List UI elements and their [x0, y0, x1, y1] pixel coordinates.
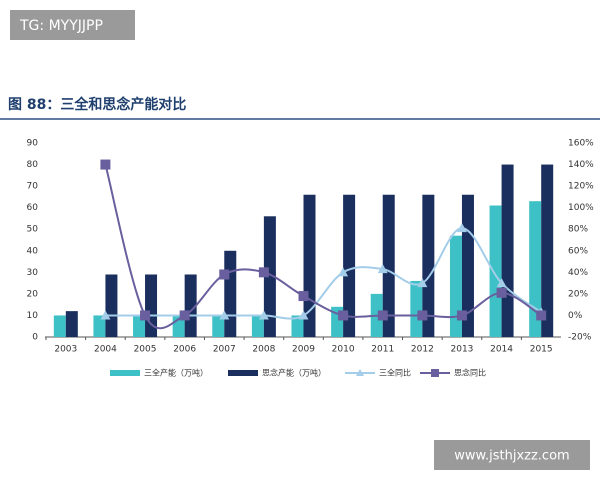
bar: [422, 194, 435, 337]
marker: [338, 310, 349, 321]
chart-title: 图 88：三全和思念产能对比: [8, 96, 186, 113]
y-tick-label: 70: [27, 182, 39, 192]
x-tick-label: 2006: [173, 345, 196, 355]
marker: [417, 310, 428, 321]
bar: [263, 216, 276, 337]
bar: [489, 205, 502, 337]
y-tick-label: 90: [27, 139, 39, 149]
y2-tick-label: 20%: [568, 289, 588, 299]
x-tick-label: 2010: [332, 345, 355, 355]
bar: [212, 315, 225, 337]
line: [105, 227, 542, 320]
marker: [456, 223, 467, 233]
bar: [105, 274, 118, 337]
y2-tick-label: 120%: [568, 182, 594, 192]
marker: [496, 278, 507, 288]
marker: [258, 267, 269, 278]
x-tick-label: 2013: [451, 345, 474, 355]
x-tick-label: 2012: [411, 345, 434, 355]
y2-tick-label: 80%: [568, 225, 588, 235]
y2-tick-label: 160%: [568, 139, 594, 149]
marker: [179, 310, 190, 321]
y-tick-label: 50: [27, 225, 39, 235]
x-tick-label: 2015: [530, 345, 553, 355]
marker: [338, 267, 349, 277]
bar: [93, 315, 106, 337]
marker: [417, 278, 428, 288]
marker: [100, 310, 111, 320]
marker: [258, 310, 269, 320]
x-tick-label: 2005: [134, 345, 157, 355]
bar: [53, 315, 66, 337]
bar: [541, 164, 554, 337]
marker: [298, 291, 309, 302]
legend-swatch: [110, 370, 140, 376]
marker: [298, 310, 309, 320]
bar: [133, 315, 146, 337]
x-tick-label: 2003: [54, 345, 77, 355]
x-tick-label: 2007: [213, 345, 236, 355]
y-tick-label: 60: [27, 203, 39, 213]
legend-label: 三全产能（万吨）: [144, 368, 208, 378]
legend-label: 思念产能（万吨）: [262, 368, 326, 378]
watermark: TG: MYYJJPP: [19, 18, 103, 34]
marker: [377, 264, 388, 274]
x-tick-label: 2014: [490, 345, 513, 355]
marker: [456, 310, 467, 321]
y-tick-label: 30: [27, 268, 39, 278]
y2-tick-label: 100%: [568, 203, 594, 213]
legend-label: 三全同比: [379, 368, 411, 378]
y2-tick-label: 0%: [568, 311, 583, 321]
bar: [382, 194, 395, 337]
y2-tick-label: 40%: [568, 268, 588, 278]
marker: [100, 159, 111, 170]
y2-tick-label: 60%: [568, 246, 588, 256]
y-tick-label: 40: [27, 246, 39, 256]
y-tick-label: 80: [27, 160, 39, 170]
bar: [65, 311, 78, 337]
marker: [219, 310, 230, 320]
bar: [449, 235, 462, 337]
x-tick-label: 2004: [94, 345, 117, 355]
marker: [536, 310, 547, 321]
marker: [496, 287, 507, 298]
legend-label: 思念同比: [454, 368, 486, 378]
bar: [184, 274, 197, 337]
x-tick-label: 2011: [371, 345, 394, 355]
marker: [219, 269, 230, 280]
y2-tick-label: 140%: [568, 160, 594, 170]
legend-swatch: [228, 370, 258, 376]
bar: [529, 201, 542, 337]
y2-tick-label: -20%: [568, 333, 592, 343]
bar: [224, 250, 237, 337]
y-tick-label: 10: [27, 311, 39, 321]
bar: [343, 194, 356, 337]
y-tick-label: 20: [27, 289, 39, 299]
x-tick-label: 2008: [252, 345, 275, 355]
marker: [140, 310, 151, 321]
y-tick-label: 0: [32, 333, 38, 343]
line: [104, 164, 542, 330]
legend-marker: [431, 369, 439, 377]
legend-marker: [356, 369, 364, 376]
bar: [291, 315, 304, 337]
bar: [251, 315, 264, 337]
bar: [501, 164, 514, 337]
bar: [410, 280, 423, 337]
marker: [377, 310, 388, 321]
url: www.jsthjxzz.com: [454, 449, 569, 464]
watermark-box: [10, 10, 135, 40]
x-tick-label: 2009: [292, 345, 315, 355]
url-box: [434, 440, 590, 470]
